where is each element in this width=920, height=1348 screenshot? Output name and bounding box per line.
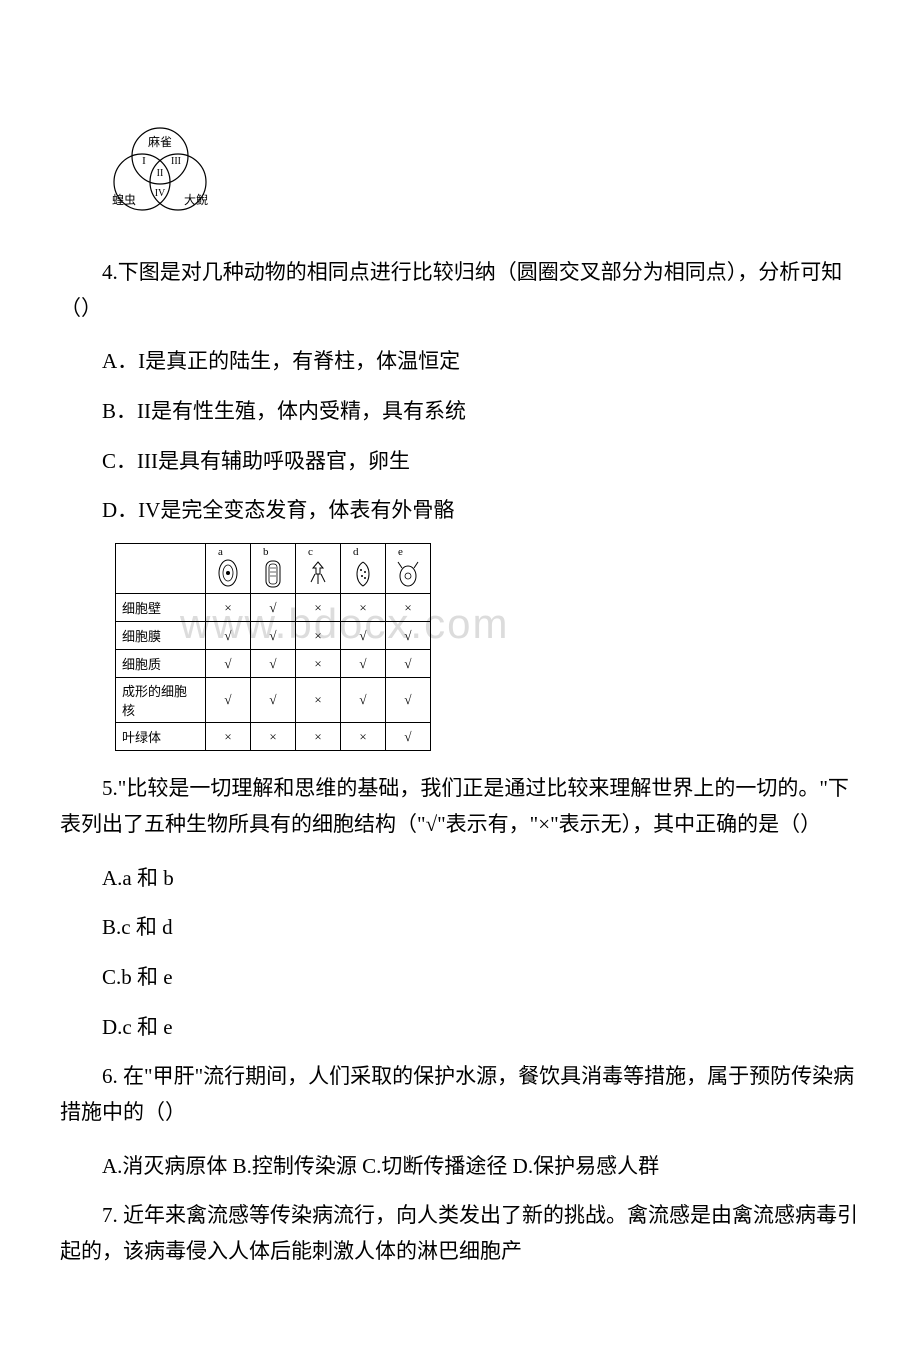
q4-option-c: C．III是具有辅助呼吸器官，卵生 — [60, 444, 860, 480]
col-label-a: a — [214, 546, 242, 558]
organism-icon-e — [394, 558, 422, 588]
table-cell: × — [296, 622, 341, 650]
table-cell: √ — [386, 723, 431, 751]
q5-option-c: C.b 和 e — [60, 960, 860, 996]
table-cell: × — [386, 594, 431, 622]
venn-label-top: 麻雀 — [148, 134, 172, 149]
col-label-e: e — [394, 546, 422, 558]
table-col-a: a — [206, 544, 251, 594]
venn-region-3: III — [171, 156, 181, 167]
col-label-d: d — [349, 546, 377, 558]
table-cell: × — [341, 594, 386, 622]
cell-structure-table: a b c — [115, 543, 431, 751]
table-cell: √ — [386, 622, 431, 650]
table-cell: × — [296, 723, 341, 751]
table-cell: √ — [251, 622, 296, 650]
table-cell: × — [296, 650, 341, 678]
q7-text: 7. 近年来禽流感等传染病流行，向人类发出了新的挑战。禽流感是由禽流感病毒引起的… — [60, 1198, 860, 1269]
q5-option-d: D.c 和 e — [60, 1010, 860, 1046]
q4-option-a: A．I是真正的陆生，有脊柱，体温恒定 — [60, 344, 860, 380]
q6-text: 6. 在"甲肝"流行期间，人们采取的保护水源，餐饮具消毒等措施，属于预防传染病措… — [60, 1059, 860, 1130]
row-header: 成形的细胞核 — [116, 678, 206, 723]
table-row: 细胞质 √ √ × √ √ — [116, 650, 431, 678]
venn-region-4: IV — [155, 188, 166, 199]
table-col-e: e — [386, 544, 431, 594]
q6-options: A.消灭病原体 B.控制传染源 C.切断传播途径 D.保护易感人群 — [60, 1149, 860, 1185]
table-header-row: a b c — [116, 544, 431, 594]
organism-icon-b — [261, 558, 285, 590]
table-cell: √ — [341, 678, 386, 723]
organism-icon-a — [216, 558, 240, 588]
organism-icon-d — [351, 558, 375, 588]
table-col-d: d — [341, 544, 386, 594]
table-row: 细胞膜 √ √ × √ √ — [116, 622, 431, 650]
row-header: 细胞膜 — [116, 622, 206, 650]
row-header: 叶绿体 — [116, 723, 206, 751]
table-cell: × — [206, 594, 251, 622]
table-col-c: c — [296, 544, 341, 594]
venn-region-1: I — [142, 155, 146, 167]
table-cell: √ — [386, 678, 431, 723]
venn-label-left: 蝗虫 — [112, 193, 136, 207]
table-cell: √ — [206, 650, 251, 678]
table-cell: √ — [341, 650, 386, 678]
q4-option-d: D．IV是完全变态发育，体表有外骨骼 — [60, 493, 860, 529]
table-cell: √ — [386, 650, 431, 678]
table-cell: √ — [206, 622, 251, 650]
table-cell: × — [341, 723, 386, 751]
table-row: 细胞壁 × √ × × × — [116, 594, 431, 622]
organism-icon-c — [305, 558, 331, 588]
q4-text: 4.下图是对几种动物的相同点进行比较归纳（圆圈交叉部分为相同点），分析可知（） — [60, 255, 860, 326]
table-cell: √ — [251, 678, 296, 723]
table-cell: √ — [251, 594, 296, 622]
q5-text: 5."比较是一切理解和思维的基础，我们正是通过比较来理解世界上的一切的。"下表列… — [60, 771, 860, 842]
row-header: 细胞壁 — [116, 594, 206, 622]
q4-option-b: B．II是有性生殖，体内受精，具有系统 — [60, 394, 860, 430]
venn-region-2: II — [157, 168, 164, 179]
venn-label-right: 大鲵 — [184, 193, 208, 207]
table-cell: × — [206, 723, 251, 751]
table-row: 叶绿体 × × × × √ — [116, 723, 431, 751]
document-content: 麻雀 蝗虫 大鲵 I II III IV 4.下图是对几种动物的相同点进行比较归… — [60, 120, 860, 1270]
table-cell: × — [296, 594, 341, 622]
venn-diagram: 麻雀 蝗虫 大鲵 I II III IV — [100, 120, 860, 235]
table-cell: × — [296, 678, 341, 723]
table-col-b: b — [251, 544, 296, 594]
table-cell: √ — [341, 622, 386, 650]
col-label-c: c — [304, 546, 332, 558]
q5-option-b: B.c 和 d — [60, 910, 860, 946]
table-cell: √ — [251, 650, 296, 678]
q5-option-a: A.a 和 b — [60, 861, 860, 897]
table-cell: × — [251, 723, 296, 751]
table-corner-cell — [116, 544, 206, 594]
table-cell: √ — [206, 678, 251, 723]
table-row: 成形的细胞核 √ √ × √ √ — [116, 678, 431, 723]
col-label-b: b — [259, 546, 287, 558]
row-header: 细胞质 — [116, 650, 206, 678]
